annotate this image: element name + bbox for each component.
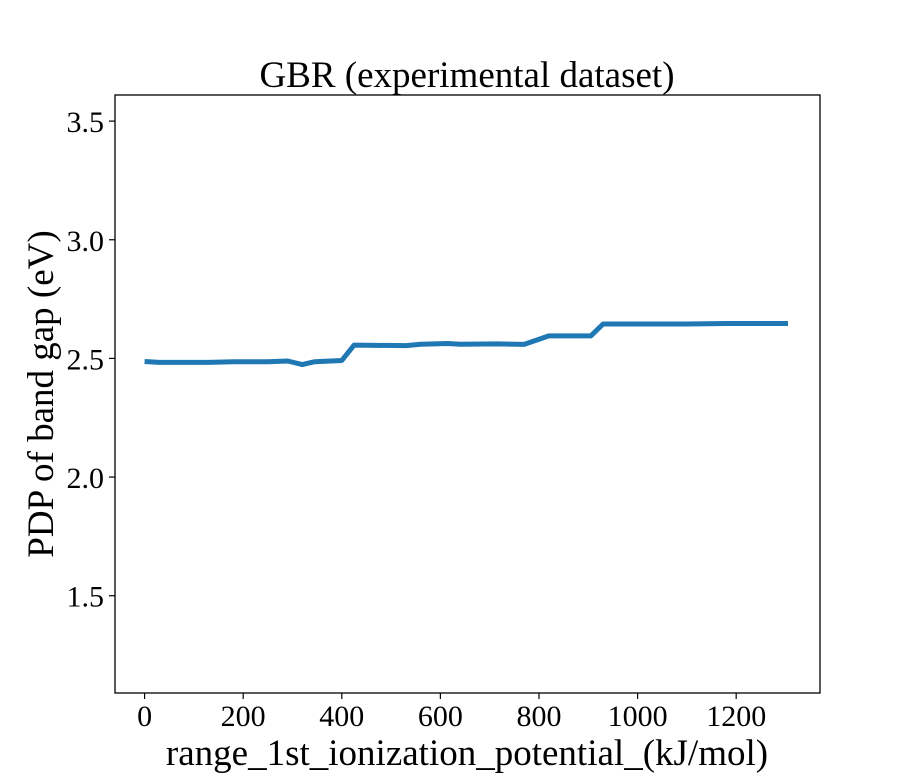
x-axis-label: range_1st_ionization_potential_(kJ/mol)	[166, 733, 768, 774]
chart-title: GBR (experimental dataset)	[259, 55, 674, 96]
x-tick-label: 800	[516, 700, 561, 733]
x-tick-label: 1000	[608, 700, 668, 733]
x-tick-label: 1200	[706, 700, 766, 733]
y-tick-label: 2.0	[67, 462, 105, 495]
y-axis-label: PDP of band gap (eV)	[21, 230, 62, 557]
pdp-line	[144, 321, 788, 368]
x-tick-label: 0	[137, 700, 152, 733]
y-tick-label: 2.5	[67, 343, 105, 376]
x-tick-label: 600	[418, 700, 463, 733]
x-tick-label: 200	[221, 700, 266, 733]
y-tick-label: 3.0	[67, 225, 105, 258]
y-tick-label: 1.5	[67, 581, 105, 614]
y-tick-label: 3.5	[67, 106, 105, 139]
x-tick-label: 400	[319, 700, 364, 733]
plot-frame	[114, 94, 821, 694]
plot-area: 0 200 400 600 800 1000 1200 1.5 2.0 2.5 3.0 3.5	[67, 106, 788, 733]
